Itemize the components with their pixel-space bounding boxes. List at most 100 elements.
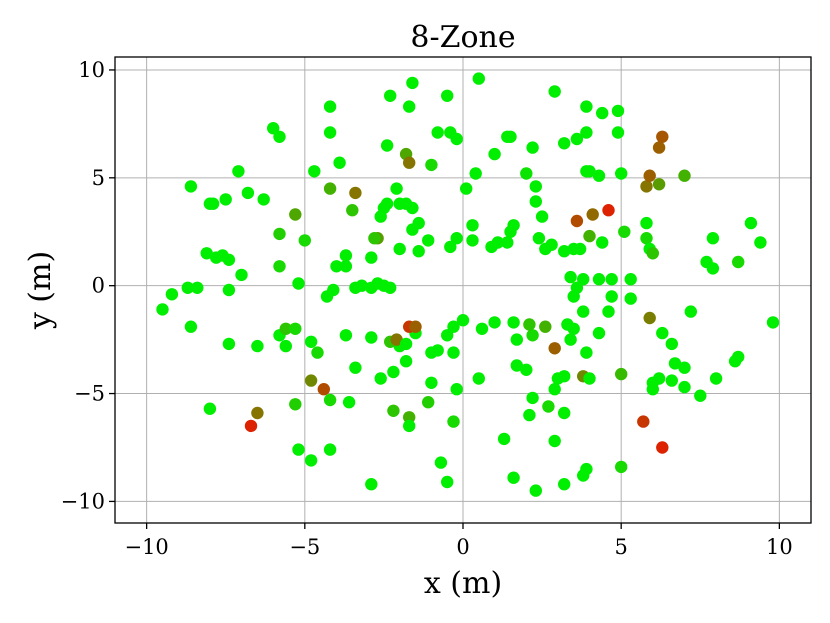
data-point (637, 415, 650, 428)
data-point (586, 208, 599, 221)
data-point (504, 130, 517, 143)
data-point (643, 311, 656, 325)
data-point (618, 225, 631, 238)
data-point (684, 305, 697, 318)
data-point (241, 186, 255, 200)
data-point (292, 277, 305, 290)
data-point (577, 305, 590, 318)
data-point (460, 182, 473, 195)
data-point (279, 339, 292, 353)
data-point (304, 374, 318, 387)
data-point (488, 147, 501, 161)
data-point (181, 281, 194, 294)
data-point (184, 320, 198, 333)
data-point (323, 100, 337, 113)
data-point (450, 232, 463, 245)
x-tick-label: −5 (289, 535, 320, 559)
data-point (292, 443, 305, 456)
x-tick-label: 0 (456, 535, 469, 559)
data-point (615, 367, 628, 381)
data-point (422, 234, 435, 247)
data-point (532, 232, 546, 245)
data-point (390, 182, 403, 195)
data-point (580, 346, 593, 359)
data-point (624, 273, 637, 286)
data-point (539, 242, 552, 256)
data-point (732, 350, 745, 364)
data-point (558, 245, 571, 258)
data-point (643, 169, 656, 182)
data-point (365, 478, 378, 491)
data-point (441, 475, 454, 489)
data-point (732, 255, 745, 269)
data-point (232, 165, 245, 178)
data-point (507, 471, 520, 484)
data-point (323, 393, 337, 407)
data-point (520, 363, 533, 376)
data-point (374, 372, 387, 385)
data-point (456, 314, 470, 327)
data-point (206, 197, 220, 210)
data-point (580, 126, 593, 139)
data-point (558, 370, 571, 383)
data-point (304, 454, 318, 467)
data-point (596, 236, 609, 249)
data-point (390, 333, 403, 346)
data-point (399, 337, 413, 351)
data-point (668, 357, 682, 370)
data-point (425, 346, 438, 359)
data-point (273, 130, 286, 143)
data-point (766, 316, 780, 329)
data-point (583, 165, 596, 178)
data-point (387, 404, 400, 417)
data-point (346, 204, 359, 217)
data-point (298, 234, 311, 247)
data-point (244, 419, 258, 433)
data-point (523, 318, 536, 331)
data-point (564, 333, 577, 346)
data-point (466, 219, 479, 232)
x-tick-label: −10 (124, 535, 168, 559)
data-point (409, 320, 422, 333)
data-point (191, 281, 204, 294)
data-point (349, 186, 362, 200)
data-point (472, 372, 485, 385)
data-point (510, 359, 523, 372)
data-point (640, 232, 653, 245)
data-point (665, 337, 678, 351)
data-point (491, 236, 504, 249)
x-tick-label: 5 (614, 535, 627, 559)
data-point (323, 126, 337, 139)
data-point (365, 251, 378, 264)
data-point (706, 232, 720, 245)
data-point (475, 322, 489, 335)
data-point (387, 365, 400, 379)
data-point (583, 229, 596, 243)
data-point (200, 247, 213, 260)
y-tick-label: −10 (61, 489, 105, 513)
data-point (330, 260, 343, 273)
data-point (403, 419, 416, 433)
data-point (694, 389, 707, 402)
data-point (425, 376, 438, 389)
data-point (488, 316, 501, 329)
y-tick-label: 0 (92, 274, 105, 298)
data-point (412, 245, 425, 258)
data-point (583, 372, 596, 385)
data-point (422, 396, 435, 409)
chart-title: 8-Zone (410, 20, 515, 55)
data-point (640, 216, 653, 230)
data-point (678, 380, 691, 394)
data-point (615, 167, 628, 180)
data-point (222, 337, 236, 351)
data-point (526, 141, 539, 154)
data-point (529, 484, 542, 497)
data-point (393, 242, 406, 256)
data-point (646, 247, 659, 260)
data-point (380, 139, 394, 152)
x-tick-label: 10 (766, 535, 793, 559)
data-point (678, 361, 691, 374)
data-point (602, 305, 615, 318)
data-point (450, 132, 463, 146)
